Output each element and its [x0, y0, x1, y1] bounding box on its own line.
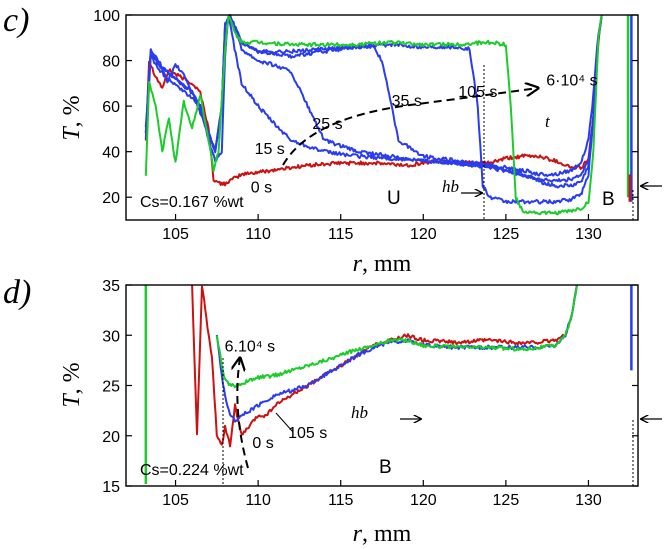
x-tick-label: 130 [575, 226, 602, 243]
panel-c-concentration: Cs=0.167 %wt [140, 194, 244, 211]
x-tick-label: 115 [328, 226, 354, 243]
y-tick-label: 30 [102, 328, 120, 345]
panel-c-chart: c) 105 110 115 120 125 130 20 40 60 80 100 r, mm T… [3, 2, 662, 277]
panel-c-t-label: t [545, 112, 551, 131]
x-tick-label: 105 [162, 226, 189, 243]
series-line-0s-red [144, 14, 603, 187]
y-tick-label: 15 [102, 479, 120, 496]
y-tick-label: 60 [102, 99, 120, 116]
panel-c-hb-label: hb [442, 177, 459, 196]
y-tick-label: 25 [102, 379, 120, 396]
series-line-610s-green [215, 284, 578, 389]
panel-c-region-b: B [602, 189, 615, 210]
x-tick-label: 120 [410, 226, 437, 243]
panel-c-time-labels: 0 s 15 s 25 s 35 s 105 s 6·10⁴ s [251, 73, 598, 197]
panel-d-x-axis-title: r, mm [353, 521, 412, 547]
x-tick-label: 115 [328, 492, 354, 509]
panel-c-frame [125, 14, 639, 221]
y-tick-label: 80 [102, 54, 120, 71]
panel-d-y-axis-title: T, % [59, 362, 85, 407]
panel-d-frame [125, 284, 639, 487]
panel-c-region-u: U [387, 188, 401, 209]
panel-d-chart: d) 105 110 115 120 125 130 15 20 25 30 35 r, mm T,… [3, 274, 662, 547]
panel-d-hb-label: hb [351, 403, 368, 422]
x-tick-label: 125 [493, 226, 520, 243]
y-tick-label: 20 [102, 190, 120, 207]
time-label: 105 s [288, 425, 327, 442]
panel-c-series [144, 14, 633, 216]
time-label: 6.10⁴ s [225, 338, 275, 355]
panel-d-105s-pointer [275, 412, 294, 433]
x-tick-label: 130 [575, 492, 602, 509]
x-tick-label: 110 [245, 492, 271, 509]
panel-c-time-arrow [282, 88, 538, 166]
panel-c-label: c) [3, 2, 29, 39]
panel-d-concentration: Cs=0.224 %wt [140, 462, 244, 479]
x-tick-label: 105 [162, 492, 189, 509]
panel-c-x-axis-title: r, mm [353, 251, 412, 277]
time-label: 6·10⁴ s [546, 73, 597, 90]
series-line-15s-blue [144, 14, 603, 177]
y-tick-label: 20 [102, 429, 120, 446]
time-label: 0 s [252, 435, 273, 452]
x-tick-label: 110 [245, 226, 271, 243]
y-tick-label: 35 [102, 278, 120, 295]
time-label: 105 s [458, 84, 497, 101]
x-tick-label: 125 [493, 492, 520, 509]
time-label: 15 s [255, 141, 285, 158]
panel-d-label: d) [3, 274, 31, 311]
time-label: 0 s [251, 180, 272, 197]
panel-c-y-axis-title: T, % [59, 95, 85, 140]
series-line-610s-green [144, 14, 603, 216]
time-label: 25 s [312, 116, 342, 133]
panel-d-ticks: 105 110 115 120 125 130 15 20 25 30 35 [102, 278, 638, 509]
series-line-0s-red [191, 284, 578, 448]
panel-d-time-labels: 6.10⁴ s 105 s 0 s [225, 338, 328, 451]
y-tick-label: 100 [93, 8, 120, 25]
time-label: 35 s [392, 93, 422, 110]
panel-d-series [144, 284, 633, 484]
y-tick-label: 40 [102, 145, 120, 162]
x-tick-label: 120 [410, 492, 437, 509]
panel-d-region-b: B [379, 457, 392, 478]
series-line-35s-blue [144, 14, 603, 189]
panel-d-time-arrow [237, 358, 249, 469]
panel-c-ticks: 105 110 115 120 125 130 20 40 60 80 100 [93, 8, 638, 243]
